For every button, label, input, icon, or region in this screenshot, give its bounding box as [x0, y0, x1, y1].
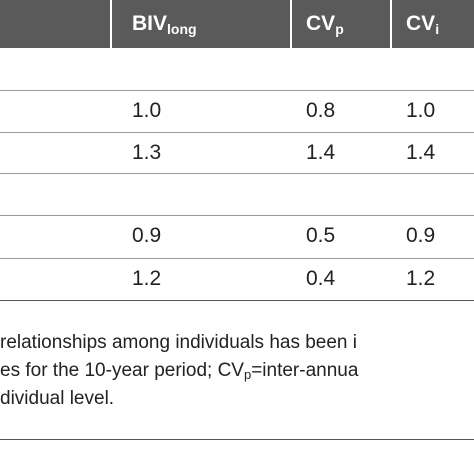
table-cell: 0.9: [132, 224, 162, 247]
table-cell: 0.4: [306, 267, 336, 290]
table-cell: 1.0: [132, 99, 162, 122]
table-cell: 1.2: [406, 267, 436, 290]
separator: [110, 0, 112, 48]
footnote: dividual level.: [0, 388, 115, 409]
row-rule: [0, 132, 474, 133]
table-cell: 0.5: [306, 224, 336, 247]
table-cell: 1.4: [406, 141, 436, 164]
table-cell: 1.2: [132, 267, 162, 290]
header-cell: BIVlong: [132, 12, 197, 37]
table-cell: 1.0: [406, 99, 436, 122]
table-cell: 1.4: [306, 141, 336, 164]
header-cell: CVp: [306, 12, 344, 37]
row-rule: [0, 258, 474, 259]
row-rule: [0, 300, 474, 301]
separator: [390, 0, 392, 48]
row-rule: [0, 173, 474, 174]
table-cell: 1.3: [132, 141, 162, 164]
footnote: relationships among individuals has been…: [0, 332, 358, 353]
table-cell: 0.8: [306, 99, 336, 122]
separator: [290, 0, 292, 48]
row-rule: [0, 439, 474, 440]
footnote: es for the 10-year period; CVp=inter-ann…: [0, 360, 359, 382]
header-cell: CVi: [406, 12, 440, 37]
table-header: BIVlong CVp CVi: [0, 0, 474, 48]
table-cell: 0.9: [406, 224, 436, 247]
row-rule: [0, 90, 474, 91]
row-rule: [0, 215, 474, 216]
